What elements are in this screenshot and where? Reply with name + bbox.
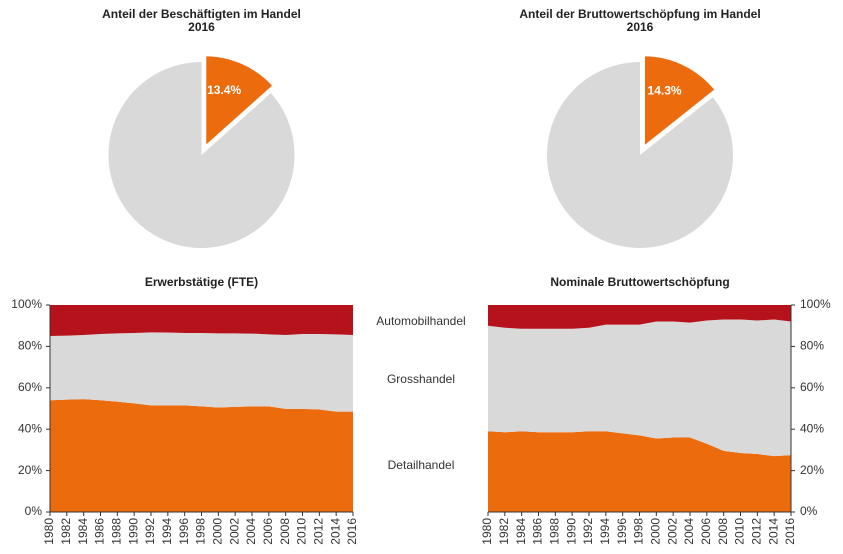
pie-slice xyxy=(203,53,277,152)
slice-label: 14.3% xyxy=(648,84,682,98)
area xyxy=(488,431,791,512)
area xyxy=(50,399,353,512)
x-tick-label: 1986 xyxy=(531,518,545,545)
x-tick-label: 1996 xyxy=(177,518,191,545)
pie-slice xyxy=(108,62,295,248)
y-tick-label: 60% xyxy=(800,380,824,394)
x-tick-label: 2008 xyxy=(716,518,730,545)
x-tick-label: 2014 xyxy=(766,518,780,545)
y-tick-label: 20% xyxy=(18,463,42,477)
x-tick-label: 1984 xyxy=(514,518,528,545)
x-tick-label: 2002 xyxy=(227,518,241,545)
chart-title: Anteil der Bruttowertschöpfung im Handel xyxy=(519,7,760,21)
x-tick-label: 1990 xyxy=(126,518,140,545)
y-tick-label: 80% xyxy=(18,339,42,353)
x-tick-label: 2006 xyxy=(261,518,275,545)
area xyxy=(488,305,791,329)
x-tick-label: 1984 xyxy=(76,518,90,545)
x-tick-label: 1996 xyxy=(615,518,629,545)
x-tick-label: 1980 xyxy=(42,518,56,545)
y-tick-label: 100% xyxy=(800,297,831,311)
x-tick-label: 2016 xyxy=(783,518,797,545)
y-tick-label: 0% xyxy=(25,504,43,518)
x-tick-label: 2004 xyxy=(244,518,258,545)
chart-subtitle: 2016 xyxy=(188,20,215,34)
x-tick-label: 2000 xyxy=(649,518,663,545)
x-tick-label: 1998 xyxy=(194,518,208,545)
x-tick-label: 1982 xyxy=(497,518,511,545)
y-tick-label: 60% xyxy=(18,380,42,394)
chart-title: Erwerbstätige (FTE) xyxy=(145,275,258,289)
x-tick-label: 2010 xyxy=(733,518,747,545)
x-tick-label: 1998 xyxy=(632,518,646,545)
x-tick-label: 1986 xyxy=(93,518,107,545)
slice-label: 13.4% xyxy=(207,83,241,97)
chart-title: Nominale Bruttowertschöpfung xyxy=(550,275,729,289)
x-tick-label: 1994 xyxy=(598,518,612,545)
x-tick-label: 2012 xyxy=(312,518,326,545)
pie-slice xyxy=(547,62,734,249)
x-tick-label: 2008 xyxy=(278,518,292,545)
y-tick-label: 20% xyxy=(800,463,824,477)
x-tick-label: 2016 xyxy=(345,518,359,545)
chart-subtitle: 2016 xyxy=(627,20,654,34)
x-tick-label: 2004 xyxy=(682,518,696,545)
y-tick-label: 100% xyxy=(11,297,42,311)
x-tick-label: 2002 xyxy=(665,518,679,545)
area xyxy=(488,319,791,457)
pie-slice xyxy=(641,53,719,151)
chart-title: Anteil der Beschäftigten im Handel xyxy=(102,7,301,21)
x-tick-label: 1988 xyxy=(548,518,562,545)
y-tick-label: 40% xyxy=(800,421,824,435)
x-tick-label: 2012 xyxy=(750,518,764,545)
y-tick-label: 0% xyxy=(800,504,818,518)
x-tick-label: 1988 xyxy=(110,518,124,545)
x-tick-label: 2000 xyxy=(211,518,225,545)
x-tick-label: 2010 xyxy=(295,518,309,545)
x-tick-label: 1982 xyxy=(59,518,73,545)
x-tick-label: 1992 xyxy=(143,518,157,545)
x-tick-label: 2014 xyxy=(328,518,342,545)
x-tick-label: 1990 xyxy=(564,518,578,545)
x-tick-label: 1992 xyxy=(581,518,595,545)
area xyxy=(50,332,353,412)
legend-label: Automobilhandel xyxy=(376,314,465,328)
area xyxy=(50,305,353,337)
legend-label: Grosshandel xyxy=(387,372,455,386)
x-tick-label: 2006 xyxy=(699,518,713,545)
y-tick-label: 80% xyxy=(800,339,824,353)
y-tick-label: 40% xyxy=(18,421,42,435)
x-tick-label: 1994 xyxy=(160,518,174,545)
x-tick-label: 1980 xyxy=(480,518,494,545)
legend-label: Detailhandel xyxy=(388,458,455,472)
